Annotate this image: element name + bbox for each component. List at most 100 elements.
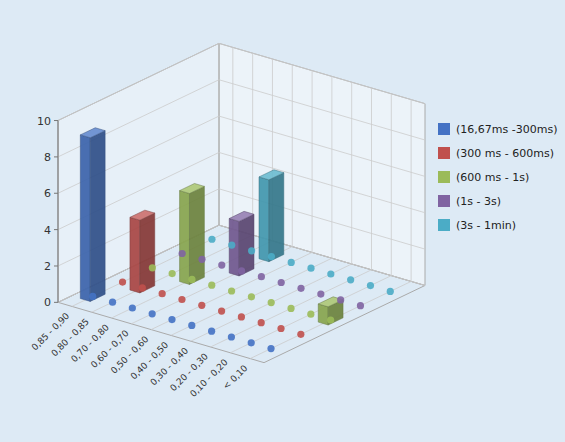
bar-face xyxy=(180,183,205,193)
floor-dot xyxy=(267,345,274,352)
grid-line xyxy=(219,116,425,176)
floor-dot xyxy=(188,322,195,329)
tick-label: 2 xyxy=(44,260,51,273)
back-pane xyxy=(219,43,425,285)
floor-dot xyxy=(297,285,304,292)
floor-dot xyxy=(258,319,265,326)
grid xyxy=(58,43,425,358)
tick-mark xyxy=(54,120,58,121)
floor-dot xyxy=(178,296,185,303)
floor-dot xyxy=(277,325,284,332)
floor-dot xyxy=(139,284,146,291)
floor-dot xyxy=(307,311,314,318)
floor-dot xyxy=(238,313,245,320)
floor-dots xyxy=(89,236,394,353)
bar-face xyxy=(80,135,90,302)
legend-swatch xyxy=(438,195,450,207)
floor-dot xyxy=(228,287,235,294)
floor-dot xyxy=(208,236,215,243)
grid-line xyxy=(151,71,312,330)
grid-line xyxy=(58,43,219,120)
grid-line xyxy=(131,65,292,324)
legend-label: (600 ms - 1s) xyxy=(456,171,529,184)
tick-mark xyxy=(54,229,58,230)
tick-mark xyxy=(54,302,58,303)
bar xyxy=(180,183,205,284)
floor-dot xyxy=(387,288,394,295)
floor-dot xyxy=(258,273,265,280)
floor-dot xyxy=(367,282,374,289)
floor-dot xyxy=(149,264,156,271)
legend-label: (1s - 3s) xyxy=(456,195,501,208)
bar-face xyxy=(259,177,269,262)
floor-dot xyxy=(208,328,215,335)
grid-line xyxy=(111,59,272,318)
grid-line xyxy=(72,47,233,306)
tick-mark xyxy=(54,265,58,266)
tick-label: < 0,10 xyxy=(221,363,250,392)
floor-dot xyxy=(129,304,136,311)
tick-label: 8 xyxy=(44,151,51,164)
value-axis: 0246810 xyxy=(37,115,58,310)
bar-face xyxy=(318,304,328,325)
legend-swatch xyxy=(438,219,450,231)
legend-label: (300 ms - 600ms) xyxy=(456,147,554,160)
legend-label: (3s - 1min) xyxy=(456,219,516,232)
floor-dot xyxy=(357,302,364,309)
tick-label: 10 xyxy=(37,115,51,128)
floor-dot xyxy=(248,293,255,300)
floor-dot xyxy=(307,265,314,272)
grid-line xyxy=(92,53,253,312)
floor-dot xyxy=(169,270,176,277)
legend-swatch xyxy=(438,171,450,183)
bar xyxy=(259,170,284,262)
floor-dot xyxy=(238,267,245,274)
tick-label: 0,10 - 0,20 xyxy=(188,357,230,399)
tick-mark xyxy=(54,193,58,194)
tick-label: 0 xyxy=(44,296,51,309)
floor-dot xyxy=(327,270,334,277)
category-axis: 0,85 - 0,900,80 - 0,850,70 - 0,800,60 - … xyxy=(30,311,250,399)
legend-swatch xyxy=(438,147,450,159)
floor-dot xyxy=(89,293,96,300)
legend-label: (16,67ms -300ms) xyxy=(456,123,557,136)
floor-dot xyxy=(218,262,225,269)
tick-mark xyxy=(54,156,58,157)
floor-dot xyxy=(119,279,126,286)
bar xyxy=(130,210,155,293)
bar-face xyxy=(229,211,254,221)
floor-dot xyxy=(347,276,354,283)
floor-dot xyxy=(327,316,334,323)
floor-dot xyxy=(337,296,344,303)
bars xyxy=(80,128,343,325)
bar-face xyxy=(80,128,105,138)
floor-dot xyxy=(208,282,215,289)
grid-line xyxy=(219,43,425,103)
floor-dot xyxy=(149,310,156,317)
bar-face xyxy=(180,191,190,285)
bar-face xyxy=(130,210,155,220)
grid-line xyxy=(219,80,425,140)
grid-line xyxy=(250,100,411,359)
floor-dot xyxy=(297,331,304,338)
floor-dot xyxy=(228,241,235,248)
floor-dot xyxy=(109,299,116,306)
floor-dot xyxy=(278,279,285,286)
floor-dot xyxy=(179,250,186,257)
bar-face xyxy=(140,213,155,293)
grid-line xyxy=(230,94,391,353)
side-pane xyxy=(58,43,219,302)
floor-dot xyxy=(287,305,294,312)
grid-line xyxy=(171,76,332,335)
bar-face xyxy=(130,217,140,293)
axis-line xyxy=(58,121,59,303)
floor-dot xyxy=(268,253,275,260)
panes xyxy=(58,43,425,362)
bar-face xyxy=(269,173,284,262)
floor-dot xyxy=(228,333,235,340)
floor-dot xyxy=(188,276,195,283)
bar-face xyxy=(189,186,204,284)
floor-dot xyxy=(198,302,205,309)
bar-face xyxy=(239,214,254,276)
floor-dot xyxy=(248,339,255,346)
